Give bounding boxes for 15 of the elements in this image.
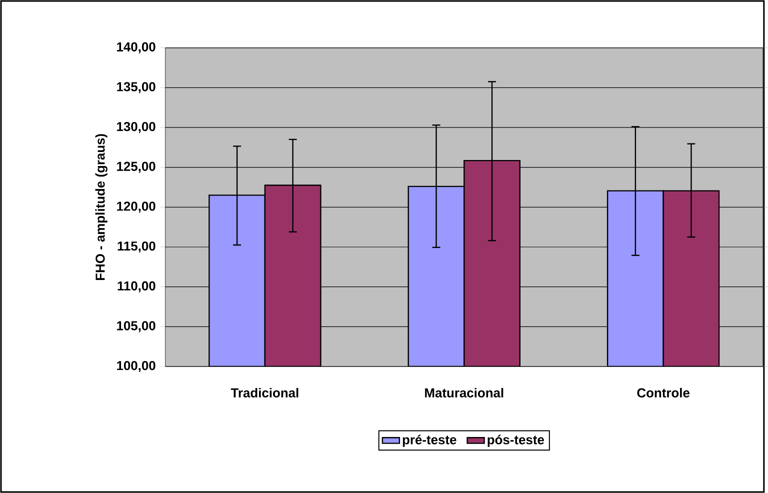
legend-label: pré-teste: [402, 434, 456, 447]
x-tick-label: Controle: [637, 388, 690, 398]
y-tick-label: 140,00: [117, 42, 156, 54]
y-tick-label: 100,00: [117, 360, 156, 372]
y-tick-label: 125,00: [117, 162, 156, 173]
y-tick-label: 130,00: [117, 122, 156, 133]
x-tick-label: Maturacional: [425, 388, 504, 398]
legend-label: pós-teste: [488, 434, 544, 447]
y-axis-title: FHO - amplitude (graus): [95, 134, 108, 280]
y-tick-label: 120,00: [117, 202, 156, 213]
y-tick-label: 105,00: [117, 321, 156, 332]
y-tick-label: 135,00: [117, 82, 156, 94]
y-tick-label: 115,00: [118, 241, 156, 253]
y-tick-label: 110,00: [118, 281, 156, 292]
x-tick-label: Tradicional: [230, 388, 298, 398]
